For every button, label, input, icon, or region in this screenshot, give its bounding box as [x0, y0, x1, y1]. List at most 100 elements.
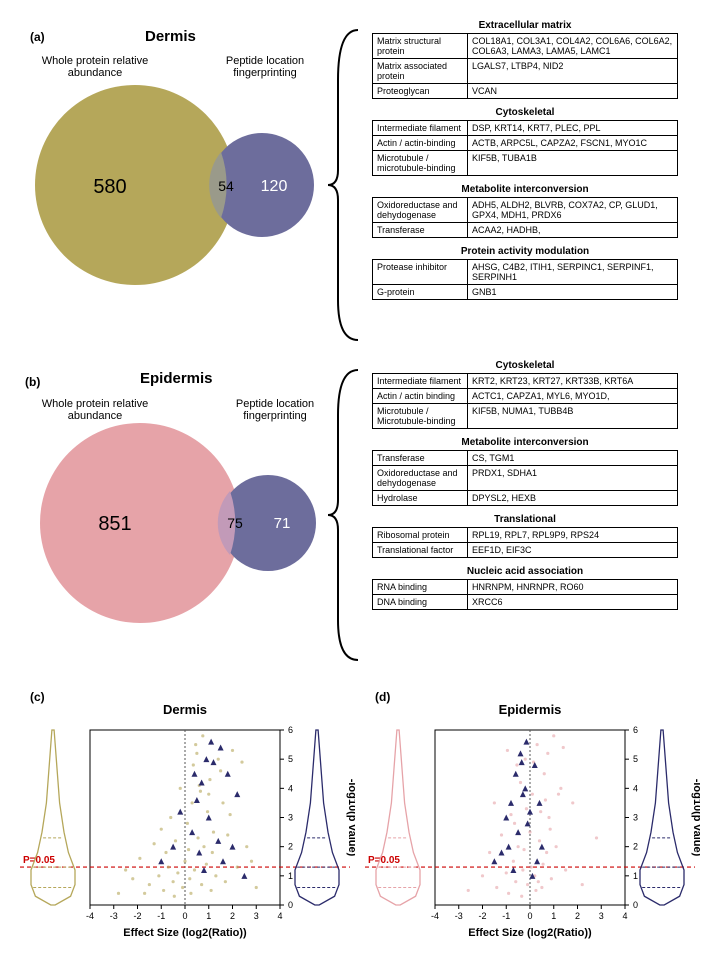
table-cell: KIF5B, NUMA1, TUBB4B [468, 404, 678, 429]
panel-b-label: (b) [25, 375, 40, 389]
svg-text:3: 3 [599, 911, 604, 921]
dermis-table: CytoskeletalIntermediate filamentDSP, KR… [372, 107, 678, 176]
svg-text:1: 1 [206, 911, 211, 921]
epidermis-table: TranslationalRibosomal proteinRPL19, RPL… [372, 514, 678, 558]
svg-text:2: 2 [633, 842, 638, 852]
svg-text:-log10(p value): -log10(p value) [346, 779, 355, 857]
table-title: Cytoskeletal [372, 107, 678, 120]
svg-text:-2: -2 [133, 911, 141, 921]
table-title: Nucleic acid association [372, 566, 678, 579]
table-cell: PRDX1, SDHA1 [468, 466, 678, 491]
epidermis-brace [328, 360, 368, 670]
table-cell: Matrix structural protein [373, 34, 468, 59]
svg-text:6: 6 [288, 725, 293, 735]
table-cell: XRCC6 [468, 595, 678, 610]
table-cell: Actin / actin-binding [373, 136, 468, 151]
dermis-title: Dermis [145, 28, 196, 45]
table-cell: RNA binding [373, 580, 468, 595]
table-cell: Intermediate filament [373, 121, 468, 136]
svg-text:Effect Size (log2(Ratio)): Effect Size (log2(Ratio)) [468, 927, 592, 939]
table-cell: Intermediate filament [373, 374, 468, 389]
dermis-brace [328, 20, 368, 350]
svg-text:-2: -2 [478, 911, 486, 921]
table-cell: Matrix associated protein [373, 59, 468, 84]
svg-text:4: 4 [277, 911, 282, 921]
table-cell: DPYSL2, HEXB [468, 491, 678, 506]
svg-text:-1: -1 [502, 911, 510, 921]
svg-text:-4: -4 [431, 911, 439, 921]
svg-text:3: 3 [254, 911, 259, 921]
table-cell: Oxidoreductase and dehydogenase [373, 198, 468, 223]
svg-text:Effect Size (log2(Ratio)): Effect Size (log2(Ratio)) [123, 927, 247, 939]
svg-text:-log10(p value): -log10(p value) [691, 779, 700, 857]
table-cell: KRT2, KRT23, KRT27, KRT33B, KRT6A [468, 374, 678, 389]
table-cell: Oxidoreductase and dehydogenase [373, 466, 468, 491]
svg-text:1: 1 [288, 871, 293, 881]
epidermis-venn: 851 75 71 [20, 418, 340, 648]
table-title: Cytoskeletal [372, 360, 678, 373]
epidermis-table: CytoskeletalIntermediate filamentKRT2, K… [372, 360, 678, 429]
table-title: Metabolite interconversion [372, 437, 678, 450]
table-cell: G-protein [373, 285, 468, 300]
table-cell: LGALS7, LTBP4, NID2 [468, 59, 678, 84]
table-title: Translational [372, 514, 678, 527]
table-cell: Microtubule / Microtubule-binding [373, 404, 468, 429]
table-cell: Proteoglycan [373, 84, 468, 99]
svg-text:3: 3 [288, 813, 293, 823]
svg-text:2: 2 [288, 842, 293, 852]
table-title: Protein activity modulation [372, 246, 678, 259]
table-cell: HNRNPM, HNRNPR, RO60 [468, 580, 678, 595]
dermis-chart: Dermis-4-3-2-1012340123456P=0.05Effect S… [15, 700, 355, 940]
svg-text:5: 5 [633, 754, 638, 764]
table-cell: ACTC1, CAPZA1, MYL6, MYO1D, [468, 389, 678, 404]
table-cell: AHSG, C4B2, ITIH1, SERPINC1, SERPINF1, S… [468, 260, 678, 285]
panel-a-label: (a) [30, 30, 45, 44]
svg-text:-1: -1 [157, 911, 165, 921]
table-cell: KIF5B, TUBA1B [468, 151, 678, 176]
table-cell: Transferase [373, 223, 468, 238]
dermis-overlap-count: 54 [218, 178, 234, 194]
dermis-venn: 580 54 120 [20, 75, 340, 305]
dermis-right-count: 120 [261, 178, 288, 195]
dermis-table: Metabolite interconversionOxidoreductase… [372, 184, 678, 238]
table-title: Metabolite interconversion [372, 184, 678, 197]
table-cell: GNB1 [468, 285, 678, 300]
svg-text:-4: -4 [86, 911, 94, 921]
table-cell: Actin / actin binding [373, 389, 468, 404]
table-cell: Ribosomal protein [373, 528, 468, 543]
dermis-left-count: 580 [93, 176, 126, 198]
svg-text:2: 2 [230, 911, 235, 921]
epidermis-left-count: 851 [98, 513, 131, 535]
epidermis-table: Metabolite interconversionTransferaseCS,… [372, 437, 678, 506]
epidermis-right-count: 71 [274, 515, 291, 532]
epidermis-table: Nucleic acid associationRNA bindingHNRNP… [372, 566, 678, 610]
table-cell: ACTB, ARPC5L, CAPZA2, FSCN1, MYO1C [468, 136, 678, 151]
svg-text:6: 6 [633, 725, 638, 735]
svg-text:1: 1 [551, 911, 556, 921]
svg-text:2: 2 [575, 911, 580, 921]
table-cell: DNA binding [373, 595, 468, 610]
table-cell: CS, TGM1 [468, 451, 678, 466]
svg-text:4: 4 [288, 783, 293, 793]
svg-text:P=0.05: P=0.05 [368, 855, 400, 866]
dermis-table: Extracellular matrixMatrix structural pr… [372, 20, 678, 99]
table-cell: ACAA2, HADHB, [468, 223, 678, 238]
table-cell: Translational factor [373, 543, 468, 558]
table-cell: COL18A1, COL3A1, COL4A2, COL6A6, COL6A2,… [468, 34, 678, 59]
table-title: Extracellular matrix [372, 20, 678, 33]
table-cell: Hydrolase [373, 491, 468, 506]
epidermis-overlap-count: 75 [227, 515, 243, 531]
table-cell: RPL19, RPL7, RPL9P9, RPS24 [468, 528, 678, 543]
svg-text:0: 0 [633, 900, 638, 910]
svg-text:-3: -3 [110, 911, 118, 921]
table-cell: Protease inhibitor [373, 260, 468, 285]
svg-text:0: 0 [527, 911, 532, 921]
svg-text:0: 0 [182, 911, 187, 921]
table-cell: EEF1D, EIF3C [468, 543, 678, 558]
svg-text:5: 5 [288, 754, 293, 764]
svg-text:-3: -3 [455, 911, 463, 921]
table-cell: ADH5, ALDH2, BLVRB, COX7A2, CP, GLUD1, G… [468, 198, 678, 223]
svg-text:4: 4 [622, 911, 627, 921]
table-cell: Microtubule / microtubule-binding [373, 151, 468, 176]
svg-text:Epidermis: Epidermis [499, 702, 562, 717]
